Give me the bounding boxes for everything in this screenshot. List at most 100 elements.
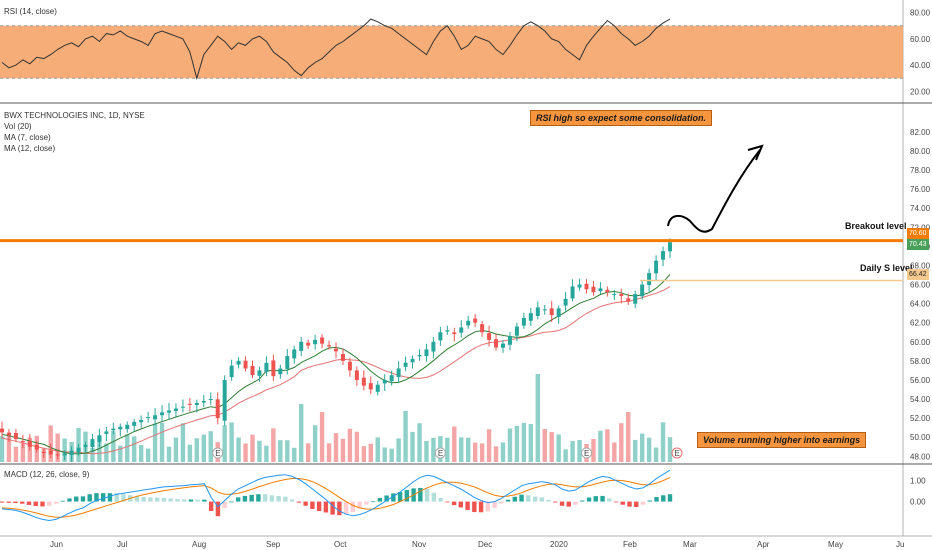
volume-bar bbox=[111, 431, 116, 462]
macd-histogram-bar bbox=[627, 501, 632, 507]
macd-histogram-bar bbox=[154, 497, 160, 502]
price-tick-label: 66.00 bbox=[910, 281, 931, 290]
candle-body bbox=[97, 435, 102, 442]
macd-histogram-bar bbox=[222, 501, 227, 508]
daily-s-price-tag: 66.42 bbox=[907, 269, 929, 280]
candle-body bbox=[389, 375, 394, 382]
price-tick-label: 54.00 bbox=[910, 395, 931, 404]
candle-body bbox=[507, 336, 512, 345]
indicator-legend: MA (7, close) bbox=[4, 133, 51, 142]
macd-histogram-bar bbox=[580, 500, 585, 502]
volume-bar bbox=[389, 448, 394, 462]
volume-bar bbox=[646, 437, 652, 462]
candle-body bbox=[173, 408, 178, 411]
candle-body bbox=[521, 317, 526, 326]
macd-histogram-bar bbox=[620, 501, 625, 505]
volume-bar bbox=[271, 428, 276, 462]
candle-body bbox=[584, 283, 589, 290]
macd-histogram-bar bbox=[0, 501, 5, 503]
volume-bar bbox=[361, 446, 367, 462]
candle-body bbox=[375, 384, 380, 392]
macd-tick-label: 0.00 bbox=[910, 498, 926, 507]
price-tick-label: 62.00 bbox=[910, 319, 931, 328]
macd-histogram-bar bbox=[195, 499, 200, 502]
volume-bar bbox=[507, 428, 513, 462]
candle-body bbox=[41, 451, 46, 453]
macd-histogram-bar bbox=[478, 501, 484, 513]
macd-histogram-bar bbox=[526, 495, 531, 502]
rsi-tick-label: 20.00 bbox=[910, 87, 931, 96]
volume-bar bbox=[333, 433, 339, 462]
macd-histogram-bar bbox=[168, 498, 173, 502]
macd-histogram-bar bbox=[458, 501, 464, 508]
volume-bar bbox=[577, 439, 582, 462]
candle-body bbox=[501, 343, 505, 348]
price-tick-label: 48.00 bbox=[910, 452, 931, 461]
price-tick-label: 52.00 bbox=[910, 414, 931, 423]
volume-bar bbox=[556, 434, 561, 462]
rsi-band bbox=[0, 25, 903, 79]
candle-body bbox=[473, 318, 478, 323]
macd-histogram-bar bbox=[370, 501, 376, 503]
candle-body bbox=[410, 358, 415, 363]
candle-body bbox=[55, 454, 60, 456]
volume-bar bbox=[633, 439, 638, 462]
volume-bar bbox=[152, 423, 158, 462]
volume-bar bbox=[305, 443, 311, 462]
macd-histogram-bar bbox=[40, 501, 45, 507]
volume-bar bbox=[0, 436, 5, 462]
candle-body bbox=[542, 309, 547, 311]
volume-bar bbox=[479, 443, 485, 462]
volume-bar bbox=[528, 424, 534, 462]
candle-body bbox=[146, 417, 151, 419]
volume-bar bbox=[667, 437, 673, 462]
candle-body bbox=[633, 294, 638, 304]
macd-line bbox=[1, 469, 671, 522]
macd-histogram-bar bbox=[235, 497, 241, 502]
ma12-line bbox=[1, 286, 671, 455]
rsi-tick-label: 40.00 bbox=[910, 61, 931, 70]
macd-histogram-bar bbox=[262, 494, 268, 502]
volume-bar bbox=[459, 437, 464, 462]
time-axis-label: Oct bbox=[334, 540, 347, 549]
volume-bar bbox=[542, 429, 547, 462]
candle-body bbox=[452, 332, 457, 335]
macd-histogram-bar bbox=[323, 501, 329, 513]
volume-bar bbox=[472, 442, 478, 462]
macd-histogram-bar bbox=[519, 494, 524, 502]
volume-bar bbox=[493, 446, 499, 462]
candle-body bbox=[619, 293, 624, 296]
volume-bar bbox=[466, 437, 471, 462]
macd-histogram-bar bbox=[384, 495, 389, 502]
volume-bar bbox=[236, 437, 241, 462]
macd-tick-label: 1.00 bbox=[910, 477, 926, 486]
time-axis-label: Aug bbox=[192, 540, 206, 549]
earnings-marker bbox=[434, 447, 446, 459]
volume-bar bbox=[187, 444, 193, 462]
candle-body bbox=[563, 298, 568, 306]
macd-histogram-bar bbox=[661, 495, 666, 502]
volume-bar bbox=[264, 445, 269, 462]
indicator-legend: Vol (20) bbox=[4, 122, 32, 131]
macd-histogram-bar bbox=[600, 495, 605, 502]
macd-histogram-bar bbox=[499, 501, 504, 504]
candle-body bbox=[334, 348, 338, 352]
volume-bar bbox=[6, 434, 12, 462]
macd-histogram-bar bbox=[647, 500, 652, 502]
volume-bar bbox=[452, 426, 457, 462]
macd-histogram-bar bbox=[337, 501, 342, 516]
macd-histogram-bar bbox=[13, 501, 18, 504]
volume-bar bbox=[354, 431, 360, 462]
candle-body bbox=[327, 345, 332, 347]
macd-histogram-bar bbox=[330, 501, 335, 515]
volume-bar bbox=[424, 440, 429, 462]
candle-body bbox=[549, 308, 554, 316]
volume-bar bbox=[166, 446, 172, 462]
macd-histogram-bar bbox=[472, 501, 477, 513]
volume-bar bbox=[500, 442, 506, 462]
macd-histogram-bar bbox=[134, 496, 140, 502]
candle-body bbox=[20, 441, 25, 443]
macd-histogram-bar bbox=[532, 496, 538, 502]
macd-histogram-bar bbox=[53, 501, 59, 504]
